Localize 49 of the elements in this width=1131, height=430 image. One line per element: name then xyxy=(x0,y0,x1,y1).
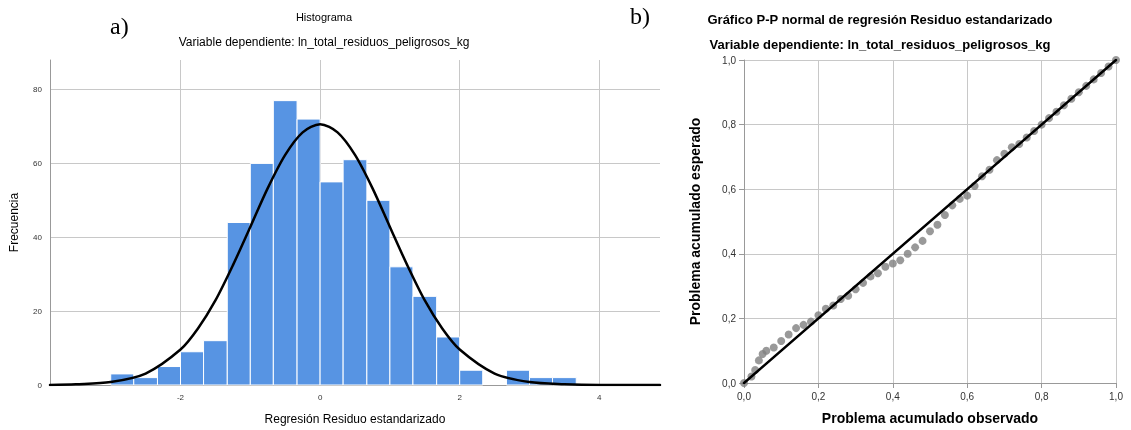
x-tick-label: 0 xyxy=(317,392,323,402)
y-tick-label: 0,8 xyxy=(722,119,737,131)
point xyxy=(918,236,927,245)
point xyxy=(873,269,882,278)
chart-subtitle: Variable dependiente: ln_total_residuos_peligrosos_kg xyxy=(709,37,1051,52)
point xyxy=(769,343,778,352)
x-tick-label: 0,2 xyxy=(811,390,826,402)
x-tick-label: 0,0 xyxy=(737,390,752,402)
x-tick-label: 1,0 xyxy=(1109,390,1124,402)
y-tick-label: 0 xyxy=(37,380,43,390)
x-tick-label: 4 xyxy=(597,392,603,402)
point xyxy=(888,259,897,268)
chart-title: Gráfico P-P normal de regresión Residuo estandarizado xyxy=(707,12,1053,27)
x-tick-label: 2 xyxy=(457,392,463,402)
point xyxy=(933,220,942,229)
y-tick-label: 1,0 xyxy=(722,54,737,66)
x-tick-label: 0,8 xyxy=(1034,390,1049,402)
y-axis-title: Frecuencia xyxy=(7,192,21,253)
point xyxy=(896,256,905,265)
y-tick-label: 20 xyxy=(33,306,43,316)
point xyxy=(926,227,934,236)
point xyxy=(754,356,763,365)
y-tick-label: 0,0 xyxy=(722,377,737,389)
y-tick-label: 0,6 xyxy=(722,183,737,195)
point xyxy=(963,191,972,200)
point xyxy=(762,346,771,355)
point xyxy=(903,249,912,258)
point xyxy=(784,330,793,339)
y-tick-label: 0,4 xyxy=(722,248,737,260)
x-tick-label: -2 xyxy=(176,392,185,402)
point xyxy=(792,324,801,333)
chart-subtitle: Variable dependiente: ln_total_residuos_peligrosos_kg xyxy=(178,35,470,49)
y-tick-label: 80 xyxy=(33,85,43,95)
y-tick-label: 40 xyxy=(33,232,43,242)
x-axis-title: Regresión Residuo estandarizado xyxy=(264,412,446,426)
text: a) xyxy=(110,13,129,39)
y-axis-title: Problema acumulado esperado xyxy=(687,117,703,326)
y-tick-label: 0,2 xyxy=(722,312,737,324)
chart-title: Histograma xyxy=(295,10,353,23)
point xyxy=(799,320,808,329)
point xyxy=(911,243,920,252)
x-axis-title: Problema acumulado observado xyxy=(821,410,1039,426)
point xyxy=(777,337,786,346)
y-tick-label: 60 xyxy=(33,158,43,168)
x-tick-label: 0,4 xyxy=(885,390,901,402)
x-tick-label: 0,6 xyxy=(960,390,975,402)
text: b) xyxy=(630,3,650,29)
point xyxy=(940,211,949,220)
point xyxy=(881,262,890,271)
